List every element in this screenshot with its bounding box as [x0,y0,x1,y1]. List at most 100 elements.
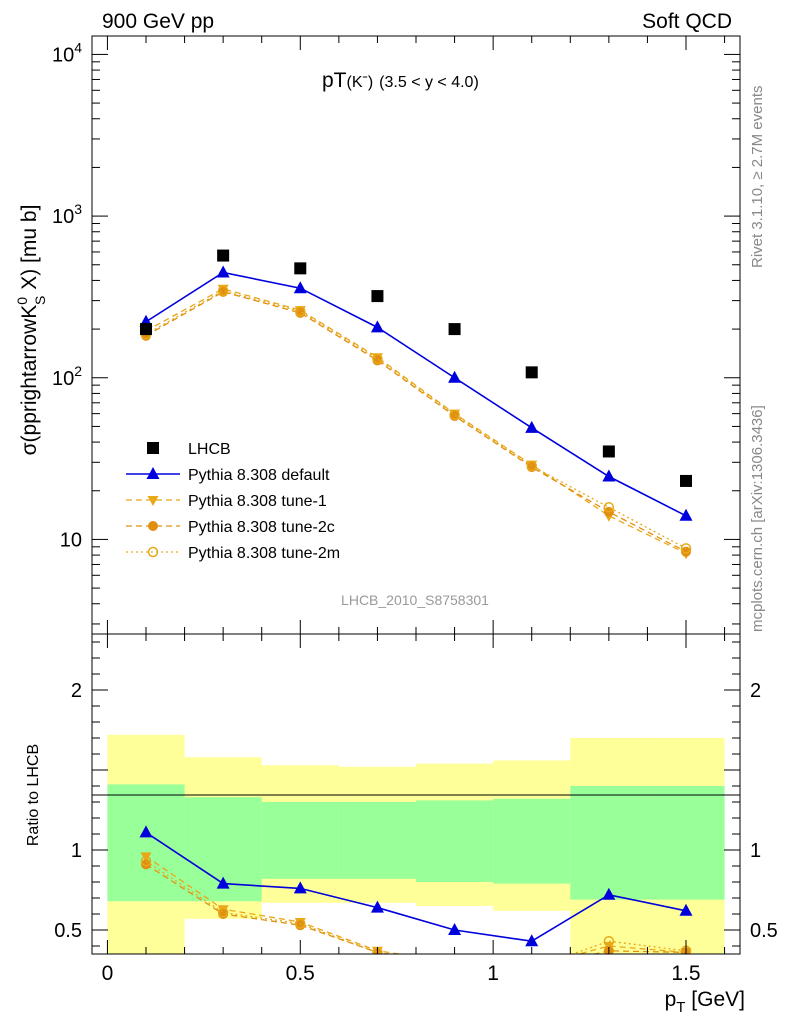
data-point [295,305,306,317]
data-point [449,409,460,421]
ratio-data-point [295,918,306,929]
ratio-series-line [145,831,687,943]
data-point [216,265,230,278]
series-line [145,290,687,549]
data-point [294,262,307,275]
x-tick-label: 1 [487,962,499,985]
ratio-data-point [525,934,539,947]
watermark: LHCB_2010_S8758301 [341,592,489,608]
x-tick-label: 0 [102,962,114,985]
data-point [293,281,307,294]
ratio-series-line [145,855,687,954]
ratio-data-point [140,855,152,867]
header-right: Soft QCD [642,10,732,33]
legend: LHCB Pythia 8.308 default Pythia 8.308 tun… [126,441,340,562]
header-left: 900 GeV pp [102,10,214,33]
ratio-data-point [139,825,153,838]
ratio-data-point [370,900,384,913]
legend-label: Pythia 8.308 tune-2m [188,545,340,562]
y-tick-label: 102 [52,363,82,390]
data-point [681,546,691,557]
main-y-label: σ(pprightarrowK0 S X) [mu b] [14,205,48,456]
ratio-data-point [216,876,230,889]
data-point [603,502,615,513]
legend-label: LHCB [188,441,231,458]
ratio-data-point [603,935,615,947]
data-point [370,320,384,333]
ratio-band-inner [416,800,494,882]
data-point [526,460,537,472]
y-tick-label: 10 [60,529,82,551]
ratio-y-tick-label: 0.5 [750,920,778,942]
svg-text:mcplots.cern.ch [arXiv:1306.34: mcplots.cern.ch [arXiv:1306.3436] [749,405,766,632]
main-x-ticks [106,36,726,634]
data-point [525,420,539,433]
ratio-y-tick-label: 0.5 [54,920,82,942]
ratio-data-point [141,859,151,870]
y-tick-label: 104 [52,39,82,66]
x-tick-label: 1.5 [671,962,700,985]
series-line [145,271,687,517]
data-point [140,323,152,336]
main-title: pT(Kˉ) (3.5 < y < 4.0) [322,69,479,92]
legend-label: Pythia 8.308 tune-2c [188,519,335,536]
ratio-y-tick-label: 2 [750,680,761,702]
ratio-band-inner [493,798,571,884]
legend-marker [147,442,159,454]
svg-text:Ratio to LHCB: Ratio to LHCB [25,744,42,846]
ratio-plot-area: 0.5 0.5 1 1 2 2 0 0.5 1 1.5 [54,633,778,985]
ratio-data-point [679,903,693,916]
ratio-data-point [293,881,307,894]
ratio-y-tick-label: 2 [71,680,82,702]
ratio-x-ticks: 0 0.5 1 1.5 [102,634,726,985]
svg-text:Rivet 3.1.10, ≥ 2.7M events: Rivet 3.1.10, ≥ 2.7M events [749,86,766,269]
legend-marker [147,496,159,506]
data-point [680,543,692,554]
main-title-sub: (Kˉ) [347,74,374,91]
main-plot-area: 10 102 103 104 [52,35,741,635]
data-point [371,290,384,303]
ratio-band-inner [570,786,648,900]
ratio-y-tick-label: 1 [71,840,82,862]
data-point [217,249,230,262]
data-point [448,323,461,336]
main-y-ticks: 10 102 103 104 [52,39,740,625]
y-tick-label: 103 [52,201,82,228]
ratio-bands [107,734,725,954]
x-axis-label: pT [GeV] [665,988,745,1016]
series-line [145,291,687,553]
main-title-range: (3.5 < y < 4.0) [379,74,479,91]
ratio-data-point [602,887,616,900]
data-point [372,353,383,365]
ratio-y-label: Ratio to LHCB [25,744,42,846]
legend-label: Pythia 8.308 tune-1 [188,493,327,510]
data-point [448,370,462,383]
ratio-band-inner [107,784,185,902]
ratio-band-inner [647,786,725,900]
ratio-y-ticks: 0.5 0.5 1 1 2 2 [54,641,778,947]
rivet-label: Rivet 3.1.10, ≥ 2.7M events [749,86,766,269]
ratio-band-inner [261,802,339,879]
data-point [602,469,616,482]
data-point [680,474,692,487]
ratio-band-inner [338,802,416,879]
mcplots-label: mcplots.cern.ch [arXiv:1306.3436] [749,405,766,632]
ratio-y-tick-label: 1 [750,840,761,862]
x-tick-label: 0.5 [286,962,315,985]
main-series [139,249,693,560]
series-line [145,288,687,554]
ratio-data-point [448,923,462,935]
data-point [679,508,693,521]
ratio-data-point [217,907,229,918]
data-point [525,366,538,379]
data-point [217,285,229,297]
main-title-text: pT [322,69,347,92]
legend-marker [148,521,158,531]
legend-marker [147,546,159,558]
legend-marker [146,467,160,479]
legend-label: Pythia 8.308 default [188,467,330,484]
data-point [602,445,615,458]
ratio-series-line [145,860,687,954]
